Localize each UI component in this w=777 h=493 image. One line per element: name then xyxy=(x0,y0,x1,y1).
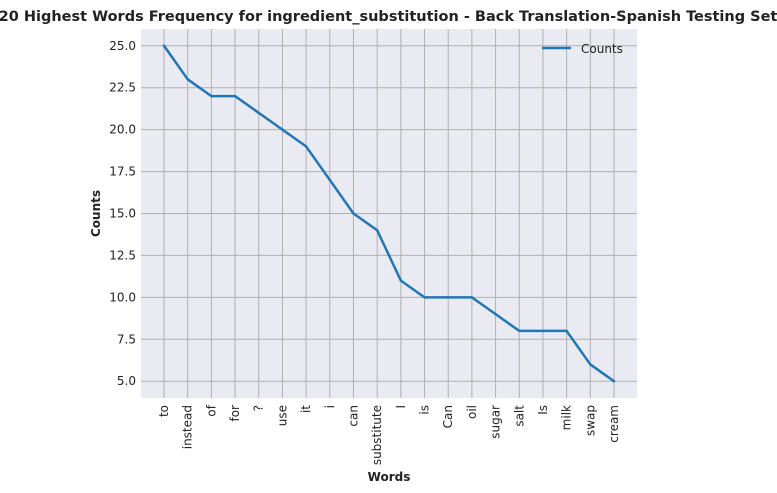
x-tick-label: I xyxy=(394,405,408,409)
x-tick-label: to xyxy=(157,405,171,417)
x-tick-label: cream xyxy=(607,405,621,443)
x-tick-label: it xyxy=(299,405,313,413)
y-tick-label: 20.0 xyxy=(109,123,136,137)
data-point xyxy=(565,329,568,333)
data-point xyxy=(494,312,497,316)
data-point xyxy=(352,212,355,215)
y-tick-label: 7.5 xyxy=(117,332,136,346)
x-tick-label: is xyxy=(418,405,432,415)
y-tick-label: 15.0 xyxy=(109,207,136,221)
y-tick-label: 10.0 xyxy=(109,290,136,304)
x-tick-label: sugar xyxy=(489,405,503,439)
y-axis-ticks: 5.0 7.5 10.0 12.5 15.0 17.5 20.0 22.5 25.0 xyxy=(109,39,136,388)
x-tick-label: swap xyxy=(583,405,597,436)
data-point xyxy=(423,296,426,299)
data-point xyxy=(186,78,189,81)
data-point xyxy=(447,296,450,299)
y-tick-label: 12.5 xyxy=(109,248,136,262)
y-axis-label: Counts xyxy=(89,190,103,237)
x-tick-label: can xyxy=(346,405,360,427)
y-tick-label: 5.0 xyxy=(117,374,136,388)
data-point xyxy=(518,329,521,333)
x-tick-label: for xyxy=(228,405,242,422)
series-group xyxy=(162,44,616,383)
x-tick-label: substitute xyxy=(370,405,384,465)
data-point xyxy=(210,94,213,98)
y-tick-label: 25.0 xyxy=(109,39,136,53)
x-axis-label: Words xyxy=(368,470,411,484)
chart-title: 20 Highest Words Frequency for ingredien… xyxy=(0,9,777,25)
data-point xyxy=(162,44,166,47)
data-point xyxy=(589,363,592,366)
x-tick-label: i xyxy=(323,405,337,408)
y-tick-label: 17.5 xyxy=(109,165,136,179)
x-tick-label: instead xyxy=(181,405,195,449)
data-point xyxy=(470,296,474,299)
x-tick-label: Is xyxy=(536,405,550,415)
data-point xyxy=(233,94,237,98)
legend: Counts xyxy=(542,42,623,56)
x-tick-label: of xyxy=(204,404,218,416)
data-point xyxy=(257,111,260,115)
legend-label-counts: Counts xyxy=(581,42,623,56)
x-tick-label: oil xyxy=(465,405,479,419)
x-tick-label: milk xyxy=(560,405,574,430)
data-point xyxy=(541,329,545,333)
data-point xyxy=(304,145,308,148)
data-point xyxy=(328,178,331,182)
data-point xyxy=(399,279,403,282)
x-tick-label: ? xyxy=(252,405,266,411)
grid-lines xyxy=(141,29,637,398)
data-point xyxy=(281,128,284,131)
x-tick-label: use xyxy=(275,405,289,426)
data-point xyxy=(612,380,616,383)
x-tick-label: salt xyxy=(512,405,526,427)
x-tick-label: Can xyxy=(441,405,455,428)
y-tick-label: 22.5 xyxy=(109,81,136,95)
data-point xyxy=(375,229,379,232)
series-line-counts xyxy=(162,44,616,383)
